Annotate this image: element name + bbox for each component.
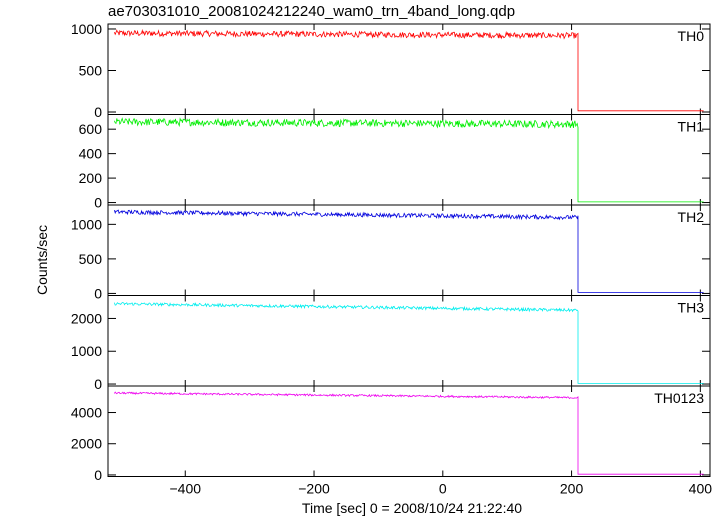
series-label-th1: TH1 bbox=[678, 119, 705, 135]
y-tick-label-th0123: 4000 bbox=[71, 405, 102, 421]
series-line-th0 bbox=[114, 28, 704, 112]
series-label-th3: TH3 bbox=[678, 300, 705, 316]
series-label-th2: TH2 bbox=[678, 209, 705, 225]
series-line-th2 bbox=[114, 209, 704, 293]
series-line-th3 bbox=[114, 302, 704, 384]
series-line-th1 bbox=[114, 117, 704, 203]
panel-frame-th3 bbox=[107, 295, 711, 387]
panel-frame-th1 bbox=[107, 114, 711, 206]
y-tick-label-th0: 1000 bbox=[71, 21, 102, 37]
y-tick-label-th0: 0 bbox=[94, 104, 102, 120]
y-axis-label: Counts/sec bbox=[34, 225, 50, 295]
x-tick-label: 0 bbox=[439, 481, 447, 497]
x-tick-label: −200 bbox=[298, 481, 330, 497]
x-tick-label: 200 bbox=[560, 481, 584, 497]
y-tick-label-th1: 400 bbox=[79, 146, 103, 162]
figure-title: ae703031010_20081024212240_wam0_trn_4ban… bbox=[108, 3, 515, 20]
y-tick-label-th1: 200 bbox=[79, 170, 103, 186]
y-tick-label-th2: 1000 bbox=[71, 216, 102, 232]
y-tick-label-th1: 600 bbox=[79, 121, 103, 137]
y-tick-label-th2: 500 bbox=[79, 251, 103, 267]
panel-frame-th0123 bbox=[107, 385, 711, 477]
x-axis-label: Time [sec] 0 = 2008/10/24 21:22:40 bbox=[302, 500, 522, 516]
y-tick-label-th3: 0 bbox=[94, 376, 102, 392]
series-label-th0123: TH0123 bbox=[654, 390, 704, 406]
y-tick-label-th2: 0 bbox=[94, 285, 102, 301]
y-tick-label-th3: 2000 bbox=[71, 310, 102, 326]
panels-group: 0 500 1000 TH0 0 200 400 600 TH1 0 500 1000 TH2 0 1000… bbox=[71, 21, 712, 497]
y-tick-label-th0123: 0 bbox=[94, 467, 102, 483]
x-tick-label: 400 bbox=[689, 481, 713, 497]
y-tick-label-th3: 1000 bbox=[71, 343, 102, 359]
series-line-th0123 bbox=[114, 391, 704, 475]
y-tick-label-th0: 500 bbox=[79, 62, 103, 78]
series-label-th0: TH0 bbox=[678, 28, 705, 44]
y-tick-label-th0123: 2000 bbox=[71, 436, 102, 452]
x-tick-label: −400 bbox=[169, 481, 201, 497]
panel-frame-th2 bbox=[107, 204, 711, 296]
y-tick-label-th1: 0 bbox=[94, 195, 102, 211]
panel-frame-th0 bbox=[107, 23, 711, 115]
